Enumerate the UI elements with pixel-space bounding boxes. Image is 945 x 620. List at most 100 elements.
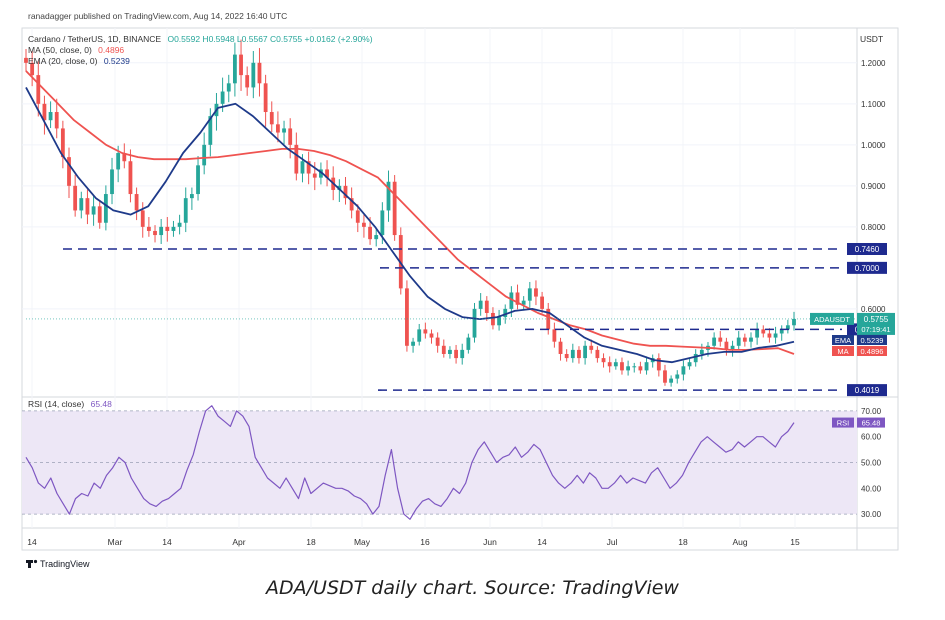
price-tick-label: 1.0000 (861, 141, 886, 150)
candle-body (128, 161, 133, 195)
indicator-value: 0.5239 (861, 336, 884, 345)
ema20-line (25, 86, 795, 364)
last-price-name: ADAUSDT (814, 315, 850, 324)
candle-body (761, 329, 766, 334)
published-line: ranadagger published on TradingView.com,… (28, 11, 287, 21)
candle-body (251, 62, 256, 88)
candle-body (30, 62, 35, 76)
candle-body (521, 300, 526, 305)
candle-body (282, 128, 286, 133)
time-tick-label: Mar (108, 537, 123, 547)
candle-body (362, 222, 366, 227)
candle-body (693, 353, 698, 363)
candle-body (24, 57, 28, 63)
candle-body (540, 296, 545, 309)
rsi-legend: RSI (14, close) 65.48 (28, 399, 112, 409)
rsi-line (25, 405, 795, 520)
candle-body (792, 318, 796, 326)
indicator-value: 0.4896 (861, 347, 884, 356)
candles (24, 39, 796, 387)
time-tick-label: 14 (162, 537, 172, 547)
tv-logo-text: TradingView (40, 559, 90, 569)
candle-body (607, 362, 612, 367)
candle-body (288, 128, 293, 145)
candle-body (392, 181, 397, 236)
candle-body (448, 349, 452, 354)
time-tick-label: Apr (232, 537, 245, 547)
indicator-name: MA (837, 347, 848, 356)
candle-body (177, 222, 182, 227)
candle-body (355, 210, 360, 223)
candle-body (460, 349, 465, 359)
candle-body (220, 91, 225, 104)
candle-body (48, 112, 53, 121)
candle-body (620, 362, 624, 371)
candle-body (779, 329, 784, 334)
candle-body (73, 185, 78, 211)
candle-body (374, 235, 379, 240)
candle-body (712, 337, 717, 346)
symbol-title: Cardano / TetherUS, 1D, BINANCE (28, 34, 161, 44)
candle-body (226, 83, 231, 92)
indicator-value-tag (857, 346, 887, 356)
time-tick-label: Jun (483, 537, 497, 547)
rsi-legend-value: 65.48 (91, 399, 113, 409)
candle-body (534, 288, 538, 297)
candle-body (583, 345, 588, 359)
candle-body (785, 325, 790, 330)
candle-body (484, 300, 489, 313)
candle-body (368, 226, 372, 240)
price-tick-label: 0.6000 (861, 305, 886, 314)
ma-legend: MA (50, close, 0) 0.4896 (28, 45, 124, 55)
candle-body (441, 345, 446, 354)
level-tag-label: 0.4019 (855, 386, 880, 395)
candle-body (202, 144, 207, 166)
candle-body (552, 329, 557, 342)
price-tick-label: 1.1000 (861, 100, 886, 109)
ma-legend-value: 0.4896 (98, 45, 124, 55)
candle-body (730, 345, 735, 350)
candle-body (687, 362, 692, 367)
candle-body (54, 112, 59, 129)
last-price-value: 0.5755 (864, 315, 889, 324)
candle-body (663, 370, 667, 383)
candle-body (159, 226, 164, 236)
price-tick-label: 0.8000 (861, 223, 886, 232)
candle-body (503, 308, 508, 318)
candle-body (509, 292, 514, 309)
candle-body (454, 349, 458, 359)
ma50-line (25, 70, 795, 355)
candle-body (275, 124, 280, 133)
candle-body (103, 194, 108, 223)
candle-body (497, 317, 501, 326)
rsi-tick-label: 40.00 (861, 484, 882, 493)
candle-body (300, 161, 305, 174)
candle-body (134, 194, 139, 211)
price-axis: 1.2000 1.1000 1.0000 0.9000 0.8000 0.6000 70.0… (810, 59, 895, 519)
candle-body (208, 116, 213, 145)
ohlc-values: O0.5592 H0.5948 L0.5567 C0.5755 +0.0162 … (167, 34, 372, 44)
candle-body (349, 198, 354, 211)
candle-body (577, 349, 581, 359)
candle-body (423, 329, 428, 334)
candle-body (165, 226, 170, 231)
rsi-name: RSI (837, 419, 850, 428)
candle-body (306, 161, 311, 174)
candle-body (110, 169, 114, 195)
level-tag (847, 243, 887, 255)
candle-body (67, 157, 71, 186)
candle-body (429, 333, 434, 338)
ma-legend-label: MA (50, close, 0) (28, 45, 92, 55)
candle-body (319, 169, 323, 178)
candle-body (189, 194, 194, 199)
candle-body (60, 128, 65, 158)
last-price-name-tag (810, 312, 854, 325)
candle-body (466, 337, 471, 350)
ema-legend-label: EMA (20, close, 0) (28, 56, 98, 66)
candle-body (558, 341, 563, 354)
candle-body (773, 333, 778, 338)
candle-body (675, 374, 680, 379)
rsi-tick-label: 30.00 (861, 510, 882, 519)
candle-body (263, 83, 268, 113)
candle-body (681, 366, 686, 375)
